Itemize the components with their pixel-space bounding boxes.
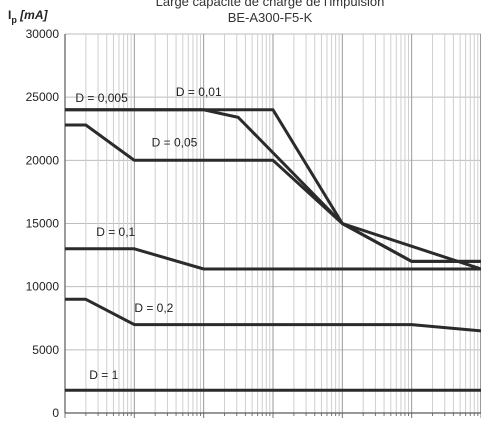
series-label-1: D = 0,005 bbox=[75, 91, 128, 105]
annotations: D = 0,005 D = 0,01 D = 0,05 D = 0,1 D = 0,2 D… bbox=[75, 85, 222, 382]
series-line-2 bbox=[65, 108, 481, 263]
chart-title: Large capacité de charge de l'impulsion bbox=[156, 0, 385, 9]
chart-subtitle: BE-A300-F5-K bbox=[228, 10, 313, 25]
y-tick-label: 0 bbox=[52, 406, 59, 420]
axes bbox=[64, 34, 481, 414]
series-label-6: D = 1 bbox=[89, 368, 118, 382]
grid: 0 5000 10000 15000 20000 25000 30000 bbox=[26, 27, 481, 420]
y-axis-label: Ip [mA] bbox=[8, 8, 49, 25]
y-tick-label: 30000 bbox=[26, 27, 60, 41]
series-label-5: D = 0,2 bbox=[134, 301, 173, 315]
series-line-4 bbox=[65, 247, 481, 271]
y-tick-label: 15000 bbox=[26, 217, 60, 231]
series-line-5 bbox=[65, 297, 481, 333]
series-label-4: D = 0,1 bbox=[96, 225, 135, 239]
series-layer bbox=[65, 108, 481, 392]
series-label-3: D = 0,05 bbox=[152, 135, 198, 149]
y-axis-label-symbol: I bbox=[8, 8, 11, 22]
series-line-3 bbox=[65, 123, 481, 271]
y-tick-label: 25000 bbox=[26, 90, 60, 104]
series-label-2: D = 0,01 bbox=[176, 85, 222, 99]
y-tick-label: 5000 bbox=[32, 343, 59, 357]
y-tick-label: 10000 bbox=[26, 280, 60, 294]
y-tick-label: 20000 bbox=[26, 153, 60, 167]
y-axis-label-subscript: p bbox=[11, 15, 17, 25]
y-axis-label-unit: [mA] bbox=[17, 8, 49, 22]
